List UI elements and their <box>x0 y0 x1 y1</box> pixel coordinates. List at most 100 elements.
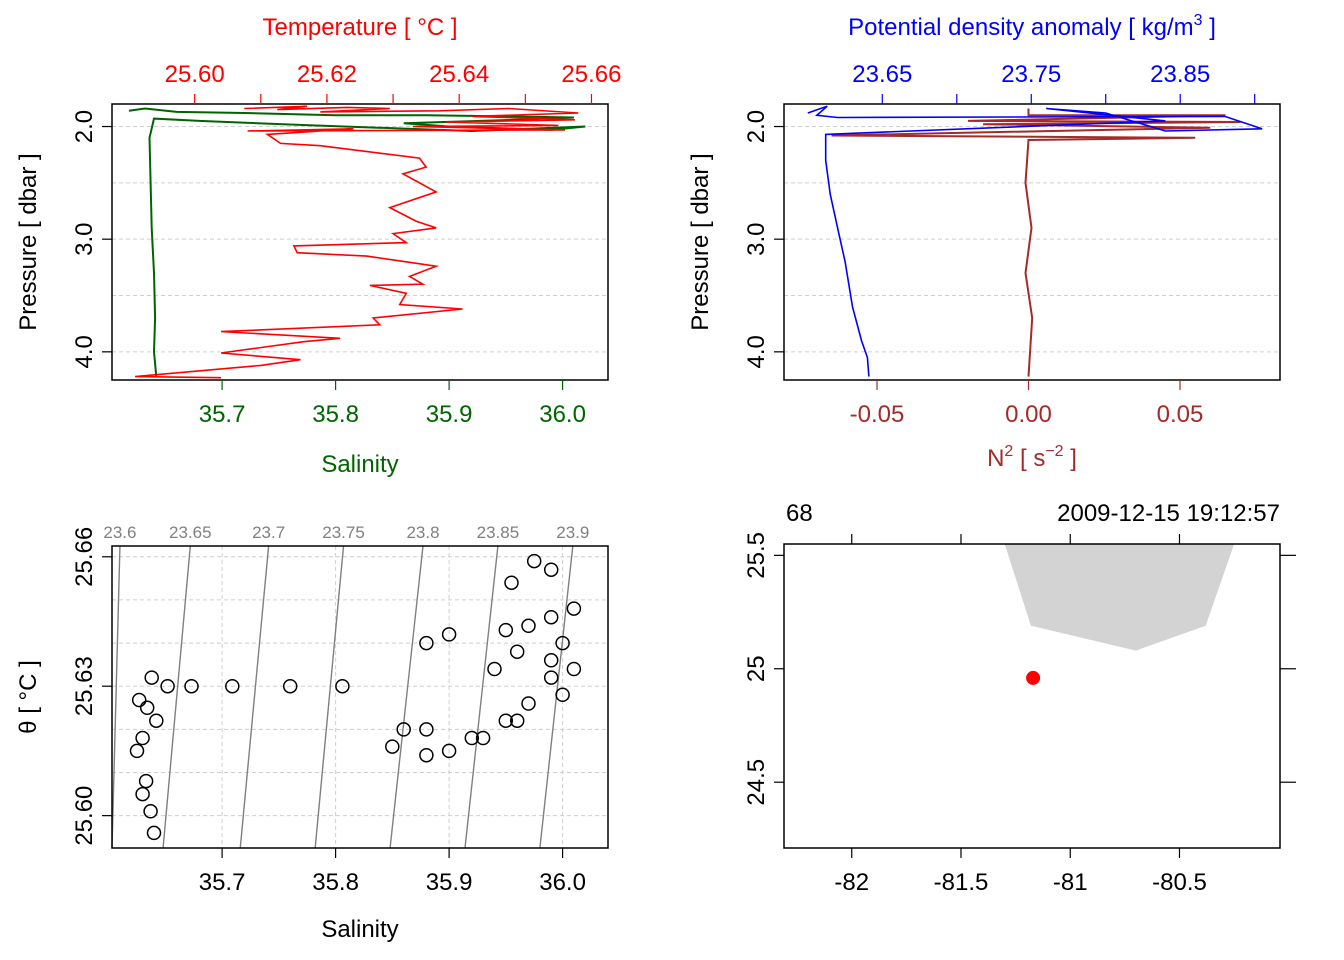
ts-point-15 <box>396 722 411 737</box>
ts-point-27 <box>487 661 502 677</box>
isopycnal-lines: 23.6 23.65 23.7 23.75 23.8 23.85 23.9 <box>103 523 589 849</box>
temperature-tick-label-2: 25.64 <box>429 61 489 88</box>
temperature-axis-title: Temperature [ °C ] <box>263 14 458 41</box>
temperature-line <box>135 105 579 379</box>
p3-salinity-tick-label-1: 35.8 <box>312 869 359 896</box>
ts-point-30 <box>441 627 457 642</box>
p1-salinity-tick-label-1: 35.8 <box>312 401 359 428</box>
map-lon-tick-label-0: -82 <box>834 869 869 896</box>
density-title-end: ] <box>1203 14 1216 41</box>
p1-axes: 25.60 25.62 25.64 25.66 35.7 35.8 35.9 36.0 2.0 3… <box>71 61 621 428</box>
p1-salinity-axis-title: Salinity <box>321 451 398 478</box>
p1-pressure-tick-label-0: 2.0 <box>71 110 98 143</box>
n2-title-n: N <box>987 445 1004 472</box>
p1-pressure-axis-title: Pressure [ dbar ] <box>15 153 42 330</box>
p3-salinity-tick-label-3: 36.0 <box>539 869 586 896</box>
ts-point-26 <box>566 661 582 677</box>
map-lat-tick-label-2: 25.5 <box>743 532 770 579</box>
ts-point-33 <box>543 609 559 625</box>
n2-title-unit-close: ] <box>1064 445 1077 472</box>
isopycnal-line-4 <box>389 545 424 849</box>
ts-point-14 <box>335 678 350 694</box>
temperature-tick-label-3: 25.66 <box>561 61 621 88</box>
ts-point-11 <box>184 678 199 694</box>
isopycnal-label-2: 23.7 <box>252 523 285 542</box>
p2-pressure-tick-label-1: 3.0 <box>743 222 770 255</box>
theta-axis-title: θ [ °C ] <box>15 660 42 734</box>
ts-point-40 <box>509 713 525 728</box>
temperature-tick-label-0: 25.60 <box>165 61 225 88</box>
ts-point-28 <box>509 644 525 659</box>
density-line-group <box>807 105 1263 377</box>
theta-tick-label-1: 25.63 <box>71 656 98 716</box>
isopycnal-line-0 <box>111 545 121 849</box>
ts-point-9 <box>135 786 150 802</box>
p1-salinity-tick-label-3: 36.0 <box>539 401 586 428</box>
ts-point-21 <box>498 713 514 728</box>
isopycnal-label-4: 23.8 <box>406 523 439 542</box>
n2-tick-label-0: -0.05 <box>850 401 905 428</box>
p2-pressure-tick-label-0: 2.0 <box>743 110 770 143</box>
density-title-main: Potential density anomaly [ kg/m <box>848 14 1194 41</box>
station-marker[interactable] <box>1026 670 1041 685</box>
p1-plot-frame <box>111 103 609 381</box>
p3-salinity-tick-label-2: 35.9 <box>426 869 473 896</box>
p3-salinity-axis-title: Salinity <box>321 916 398 943</box>
p2-plot-frame <box>783 103 1281 381</box>
density-line <box>807 105 1263 377</box>
p3-salinity-tick-label-0: 35.7 <box>199 869 246 896</box>
ts-point-2 <box>138 773 154 789</box>
ts-point-29 <box>419 635 434 651</box>
map-lat-tick-label-1: 25 <box>743 655 770 682</box>
ts-point-17 <box>385 739 400 754</box>
p1-grid <box>112 126 608 353</box>
p2-pressure-axis-title: Pressure [ dbar ] <box>687 153 714 330</box>
isopycnal-label-1: 23.65 <box>169 523 212 542</box>
p1-pressure-tick-label-2: 4.0 <box>71 335 98 368</box>
ts-point-1 <box>135 730 150 746</box>
map-lon-tick-label-3: -80.5 <box>1152 869 1207 896</box>
ts-point-4 <box>146 825 162 841</box>
isopycnal-label-0: 23.6 <box>103 523 136 542</box>
ts-point-6 <box>144 670 159 685</box>
density-tick-label-2: 23.85 <box>1150 61 1210 88</box>
ts-point-32 <box>521 618 536 634</box>
p4-plot-frame <box>783 543 1281 849</box>
p3-axes: 35.7 35.8 35.9 36.0 25.60 25.63 25.66 <box>71 527 586 896</box>
n2-title-unit-exponent: −2 <box>1045 443 1063 460</box>
n2-axis-title: N2 [ s−2 ] <box>987 443 1077 472</box>
n2-title-exponent: 2 <box>1004 443 1013 460</box>
ts-point-3 <box>143 804 158 819</box>
ts-point-0 <box>131 692 147 708</box>
map-lon-tick-label-2: -81 <box>1053 869 1088 896</box>
p1-pressure-tick-label-1: 3.0 <box>71 222 98 255</box>
ts-point-16 <box>419 722 434 737</box>
ts-point-35 <box>504 575 519 590</box>
isopycnal-label-6: 23.9 <box>556 523 589 542</box>
p2-axes: 23.65 23.75 23.85 -0.05 0.00 0.05 2.0 3.0 4.0 <box>743 61 1256 428</box>
ts-point-20 <box>464 730 480 746</box>
density-title-exponent: 3 <box>1194 12 1203 29</box>
ts-point-8 <box>129 743 145 759</box>
ts-point-5 <box>149 713 164 728</box>
ts-point-13 <box>282 678 298 694</box>
salinity-line-group <box>128 107 586 377</box>
station-datetime-label: 2009-12-15 19:12:57 <box>1057 500 1280 527</box>
isopycnal-label-5: 23.85 <box>477 523 520 542</box>
theta-tick-label-0: 25.60 <box>71 786 98 846</box>
n2-tick-label-2: 0.05 <box>1157 401 1204 428</box>
ts-point-19 <box>441 743 457 759</box>
station-id-label: 68 <box>786 500 813 527</box>
density-tick-label-0: 23.65 <box>852 61 912 88</box>
density-tick-label-1: 23.75 <box>1001 61 1061 88</box>
isopycnal-label-3: 23.75 <box>322 523 365 542</box>
ts-point-34 <box>555 635 570 651</box>
n2-line <box>831 108 1241 377</box>
isopycnal-line-5 <box>464 545 499 849</box>
density-axis-title: Potential density anomaly [ kg/m3 ] <box>848 12 1216 41</box>
p2-pressure-tick-label-2: 4.0 <box>743 335 770 368</box>
p3-grid <box>112 546 608 848</box>
salinity-line <box>128 107 586 377</box>
ts-point-25 <box>543 653 559 668</box>
coastline-polygon <box>1004 544 1235 651</box>
